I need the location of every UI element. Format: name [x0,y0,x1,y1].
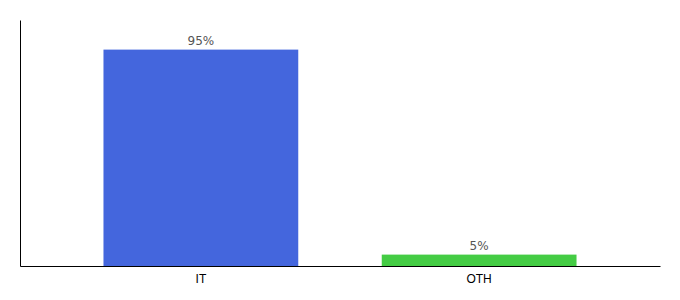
bar [103,50,298,266]
data-label: 5% [470,239,489,253]
bar [382,255,577,266]
bars [103,50,576,266]
data-labels: 95% 5% [188,34,489,253]
y-axis-line [20,21,21,267]
plot: 95% 5% IT OTH [21,21,661,286]
x-axis-line [21,266,661,267]
y-axis [20,21,21,267]
chart-svg: 95% 5% IT OTH [0,0,680,300]
x-tick: OTH [466,272,491,286]
x-tick-label: OTH [466,272,491,286]
x-axis: IT OTH [21,267,661,286]
data-label: 95% [188,34,215,48]
chart-container: 95% 5% IT OTH [0,0,680,300]
x-tick-label: IT [196,272,207,286]
x-tick: IT [196,272,207,286]
